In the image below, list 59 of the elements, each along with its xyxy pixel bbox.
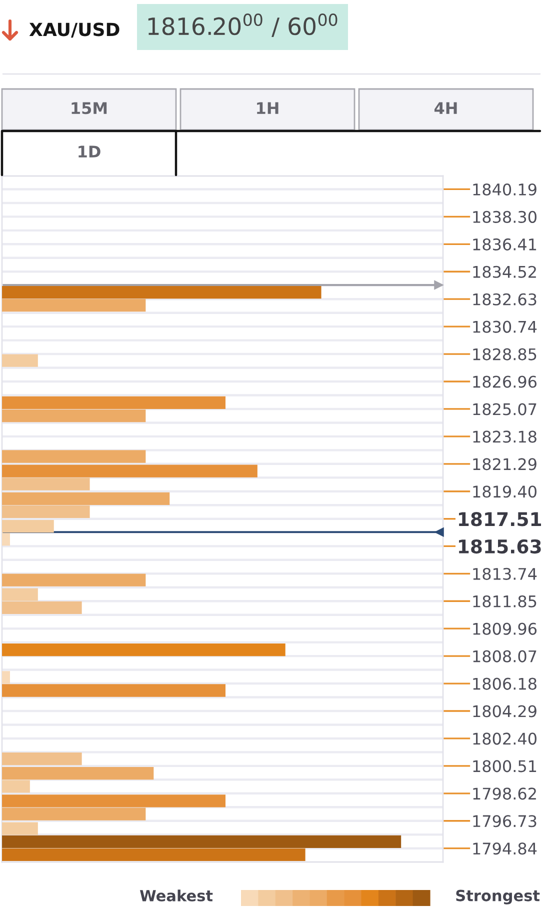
y-tick-label: 1830.74	[473, 320, 537, 333]
y-tick-label: 1826.96	[473, 376, 537, 388]
chart-title: XAU/USD	[29, 22, 120, 38]
bar	[2, 835, 402, 848]
bar	[2, 286, 322, 299]
bar	[2, 780, 30, 793]
bar	[2, 794, 226, 808]
bar	[2, 822, 38, 835]
y-tick-label: 1815.63	[459, 539, 541, 554]
text: Strongest	[456, 890, 540, 904]
y-tick-label: 1802.40	[473, 732, 536, 745]
y-tick-label: 1825.07	[473, 403, 536, 416]
bar	[2, 671, 10, 684]
bar	[2, 464, 258, 478]
y-tick-label: 1794.84	[473, 842, 537, 855]
text: 1D	[78, 146, 100, 158]
text: Weakest	[140, 890, 213, 902]
bar	[2, 848, 306, 862]
bar	[2, 574, 146, 586]
bar	[2, 520, 54, 533]
bar	[2, 767, 154, 780]
y-tick-label: 1828.85	[473, 348, 536, 360]
bar	[2, 492, 170, 505]
y-tick-label: 1836.41	[473, 238, 536, 250]
bar	[2, 601, 82, 614]
bar	[2, 533, 10, 546]
y-tick-label: 1840.19	[473, 183, 536, 196]
y-tick-label: 1811.85	[473, 595, 536, 608]
text: 15M	[72, 102, 107, 114]
y-tick-label: 1798.62	[473, 788, 536, 800]
y-tick-label: 1806.18	[473, 678, 536, 690]
y-tick-label: 1817.51	[459, 512, 541, 526]
bar	[2, 299, 146, 312]
bar	[2, 354, 38, 367]
bar	[2, 409, 146, 422]
bar	[2, 808, 146, 820]
bar	[2, 396, 226, 410]
text: 4H	[434, 102, 457, 114]
y-tick-label: 1800.51	[473, 760, 536, 772]
y-tick-label: 1819.40	[473, 486, 536, 498]
y-tick-label: 1834.52	[473, 266, 536, 278]
y-tick-label: 1832.63	[473, 293, 536, 306]
y-tick-label: 1838.30	[473, 210, 536, 223]
bar	[2, 478, 90, 490]
y-tick-label: 1808.07	[473, 650, 536, 662]
bar	[2, 505, 90, 518]
y-tick-label: 1809.96	[473, 622, 537, 635]
bar	[2, 684, 226, 697]
bar	[2, 643, 286, 656]
y-tick-label: 1796.73	[473, 815, 536, 828]
text: 1H	[257, 102, 278, 114]
bar	[2, 752, 82, 766]
y-tick-label: 1804.29	[473, 705, 536, 718]
chart-subtitle: 1816.20$^{00}$ / 60$^{00}$	[148, 14, 338, 38]
y-tick-label: 1813.74	[473, 568, 537, 580]
y-tick-label: 1823.18	[473, 430, 536, 443]
bar	[2, 588, 38, 601]
bar	[2, 450, 146, 463]
y-tick-label: 1821.29	[473, 458, 536, 470]
